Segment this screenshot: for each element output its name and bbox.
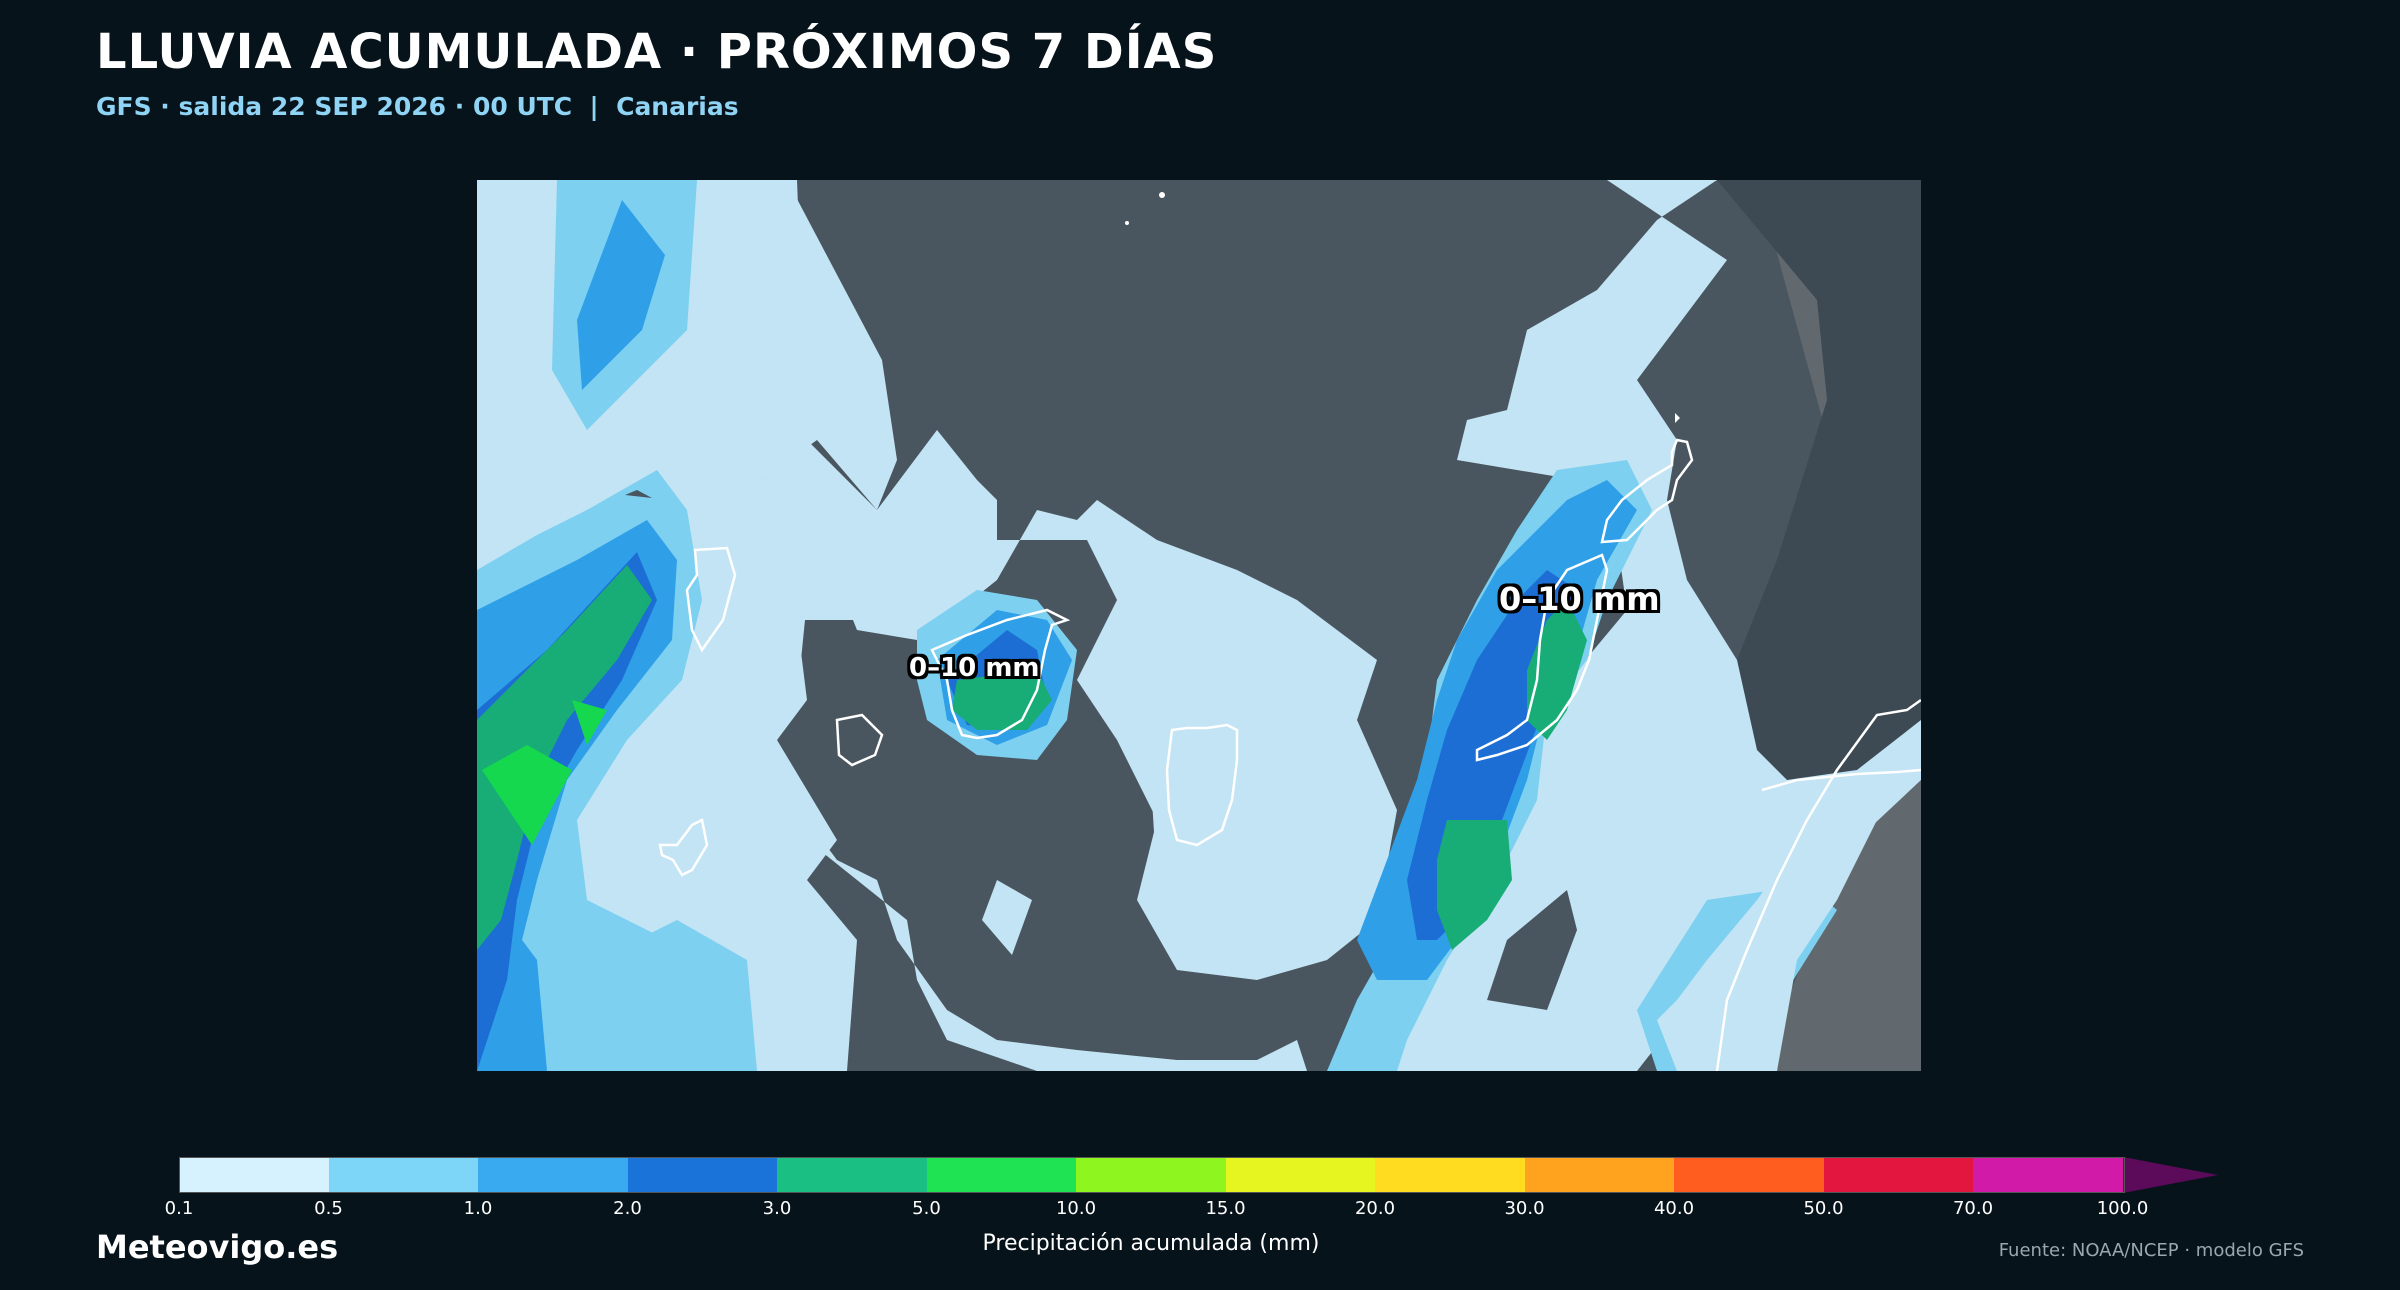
map-title: LLUVIA ACUMULADA · PRÓXIMOS 7 DÍAS (96, 24, 1218, 80)
island-la-palma (685, 546, 737, 653)
colorbar-segment (1674, 1157, 1825, 1193)
island-lanzarote (1600, 438, 1694, 544)
colorbar-segment (179, 1157, 330, 1193)
source-credit: Fuente: NOAA/NCEP · modelo GFS (1998, 1240, 2304, 1261)
colorbar-segment (777, 1157, 928, 1193)
colorbar-tick-label: 40.0 (1653, 1198, 1695, 1219)
colorbar-segment (1225, 1157, 1376, 1193)
island-la-gomera (835, 713, 884, 767)
label-fuerteventura: 0–10 mm (1499, 580, 1660, 618)
colorbar-segment (627, 1157, 778, 1193)
island-gran-canaria (1165, 723, 1239, 847)
precipitation-colorbar (179, 1157, 2219, 1193)
colorbar-tick-label: 10.0 (1055, 1198, 1097, 1219)
colorbar-segment (478, 1157, 629, 1193)
island-fuerteventura (1475, 553, 1609, 762)
colorbar-label: Precipitación acumulada (mm) (982, 1231, 1320, 1256)
map-subtitle: GFS · salida 22 SEP 2026 · 00 UTC | Cana… (96, 92, 739, 121)
colorbar-tick-label: 0.1 (164, 1198, 194, 1219)
island-el-hierro (658, 818, 709, 877)
colorbar-tick-label: 1.0 (463, 1198, 493, 1219)
colorbar-tick-label: 5.0 (912, 1198, 941, 1219)
label-tenerife: 0–10 mm (909, 653, 1040, 683)
colorbar-tick-label: 3.0 (762, 1198, 792, 1219)
rain-band-east (1377, 180, 1921, 1071)
colorbar-tick-label: 30.0 (1504, 1198, 1545, 1219)
colorbar-segment (1076, 1157, 1227, 1193)
colorbar-segment (1524, 1157, 1675, 1193)
colorbar-tick-label: 50.0 (1803, 1198, 1844, 1219)
brand-logo-text[interactable]: Meteovigo.es (96, 1228, 339, 1266)
colorbar-segment (1375, 1157, 1526, 1193)
colorbar-segment (1973, 1157, 2124, 1193)
colorbar-extend-arrow (2122, 1157, 2218, 1193)
map-canvas (477, 180, 1921, 1071)
colorbar-tick-label: 15.0 (1205, 1198, 1246, 1219)
colorbar-tick-label: 0.5 (314, 1198, 343, 1219)
coastlines (658, 438, 1921, 1071)
precipitation-map[interactable]: 0–10 mm 0–10 mm (477, 180, 1921, 1071)
colorbar-tick-label: 100.0 (2096, 1198, 2149, 1219)
africa-coast (1715, 698, 1921, 1071)
colorbar-segment (328, 1157, 479, 1193)
colorbar-border (179, 1157, 2125, 1193)
colorbar-tick-label: 20.0 (1354, 1198, 1396, 1219)
colorbar-tick-label: 2.0 (613, 1198, 642, 1219)
colorbar-tick-label: 70.0 (1952, 1198, 1994, 1219)
island-tenerife (930, 608, 1071, 740)
colorbar-segment (926, 1157, 1077, 1193)
colorbar-segment (1823, 1157, 1974, 1193)
